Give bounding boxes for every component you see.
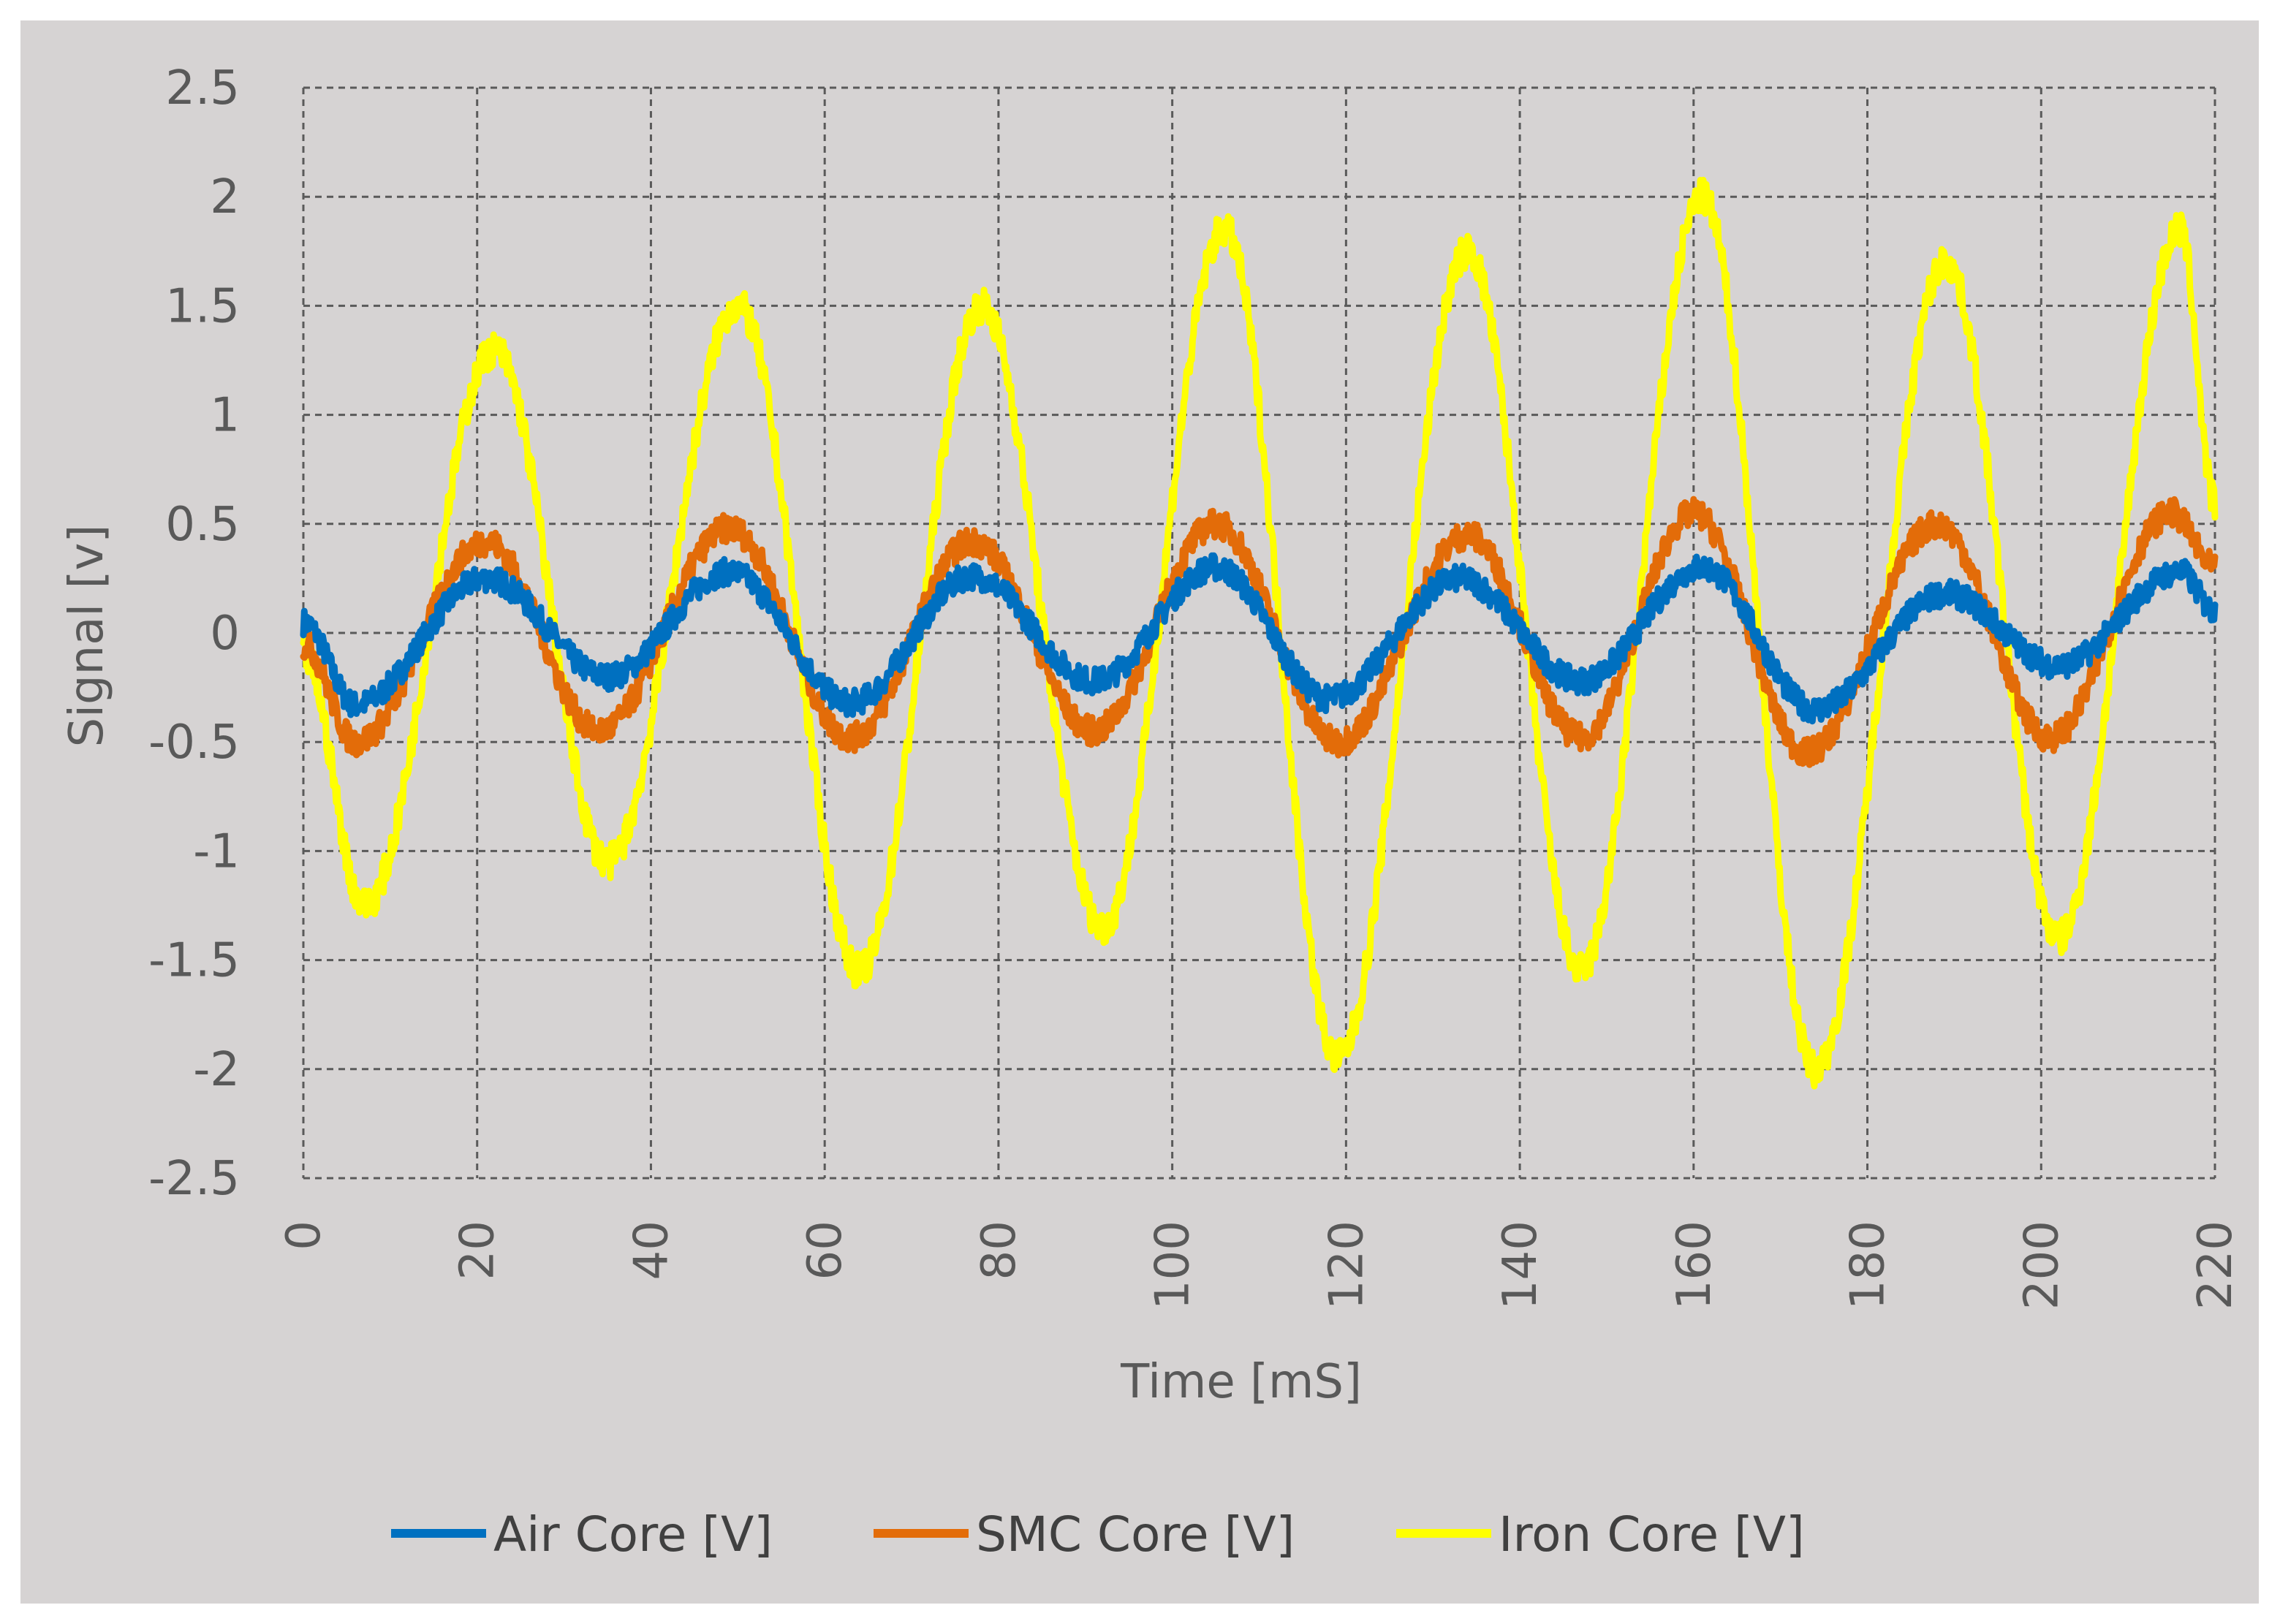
legend-label-2: SMC Core [V] [976,1506,1295,1563]
x-tick-label: 100 [1146,1221,1200,1310]
y-tick-label: 0 [210,607,240,661]
y-tick-label: -0.5 [148,716,240,770]
y-tick-label: -1.5 [148,934,240,988]
x-tick-label: 20 [451,1221,505,1280]
legend-label-3: Iron Core [V] [1499,1506,1805,1563]
series-line-3 [300,176,2219,1090]
x-tick-label: 0 [277,1221,331,1251]
x-tick-label: 220 [2189,1221,2243,1310]
x-tick-label: 60 [798,1221,852,1280]
legend-label-1: Air Core [V] [493,1506,773,1563]
series-line-1 [300,552,2219,725]
y-axis-title: Signal [v] [60,525,114,748]
x-axis-tick-labels: 0 20 40 60 80 100 120 140 160 180 200 220 [277,1221,2243,1310]
x-tick-label: 40 [624,1221,678,1280]
x-tick-label: 160 [1667,1221,1722,1310]
y-tick-label: -2.5 [148,1152,240,1206]
y-tick-label: 0.5 [165,498,240,552]
y-tick-label: -1 [193,824,240,879]
x-tick-label: 120 [1319,1221,1374,1310]
y-axis-tick-labels: 2.5 2 1.5 1 0.5 0 -0.5 -1 -1.5 -2 -2.5 [148,61,240,1206]
y-tick-label: 2.5 [165,61,240,115]
x-tick-label: 80 [972,1221,1026,1280]
x-tick-label: 140 [1493,1221,1548,1310]
x-axis-title: Time [mS] [1120,1355,1362,1409]
legend: Air Core [V] SMC Core [V] Iron Core [V] [391,1506,1805,1563]
y-tick-label: -2 [193,1043,240,1097]
x-tick-label: 200 [2015,1221,2069,1310]
x-tick-label: 180 [1841,1221,1895,1310]
gridlines [302,86,2216,1180]
y-tick-label: 1.5 [165,279,240,333]
y-tick-label: 1 [210,389,240,443]
series-lines [300,176,2219,1090]
y-tick-label: 2 [210,170,240,224]
chart-area-background [20,20,2259,1604]
